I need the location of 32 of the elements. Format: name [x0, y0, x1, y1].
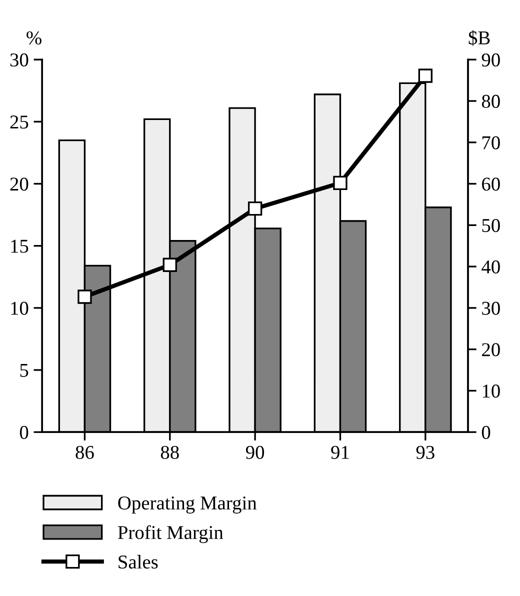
point	[333, 176, 348, 190]
point	[78, 290, 92, 304]
y-tick-label: 15	[11, 240, 28, 253]
legend-label: Sales	[118, 554, 158, 569]
y-tick-label: 0	[20, 426, 28, 440]
y2-tick-label: 90	[482, 53, 500, 67]
y-tick-label: 10	[11, 302, 28, 315]
y-tick-label: 5	[20, 364, 28, 377]
point	[248, 202, 262, 216]
x-tick-label: 88	[160, 446, 179, 459]
x-tick-label: 90	[246, 446, 264, 459]
x-tick-label: 86	[76, 446, 94, 459]
y2-tick-label: 10	[482, 384, 500, 398]
y2-tick-label: 30	[482, 302, 500, 315]
y2-axis-title: $B	[468, 30, 490, 46]
y2-tick-label: 70	[482, 136, 500, 150]
y2-tick-label: 50	[482, 218, 500, 232]
y-axis-title: %	[26, 31, 42, 45]
y-tick-label: 30	[10, 53, 28, 67]
x-tick-label: 91	[331, 446, 349, 459]
legend-label: Operating Margin	[118, 496, 257, 514]
y2-tick-label: 60	[482, 178, 500, 191]
point	[162, 258, 177, 272]
y2-tick-label: 20	[482, 343, 500, 356]
y-tick-label: 25	[10, 116, 28, 129]
y2-tick-label: 40	[482, 260, 500, 274]
point	[418, 68, 432, 83]
y2-tick-label: 80	[482, 94, 500, 108]
x-tick-label: 93	[416, 446, 434, 459]
legend-label: Profit Margin	[118, 525, 224, 544]
y2-tick-label: 0	[482, 426, 490, 440]
y-tick-label: 20	[10, 178, 28, 191]
